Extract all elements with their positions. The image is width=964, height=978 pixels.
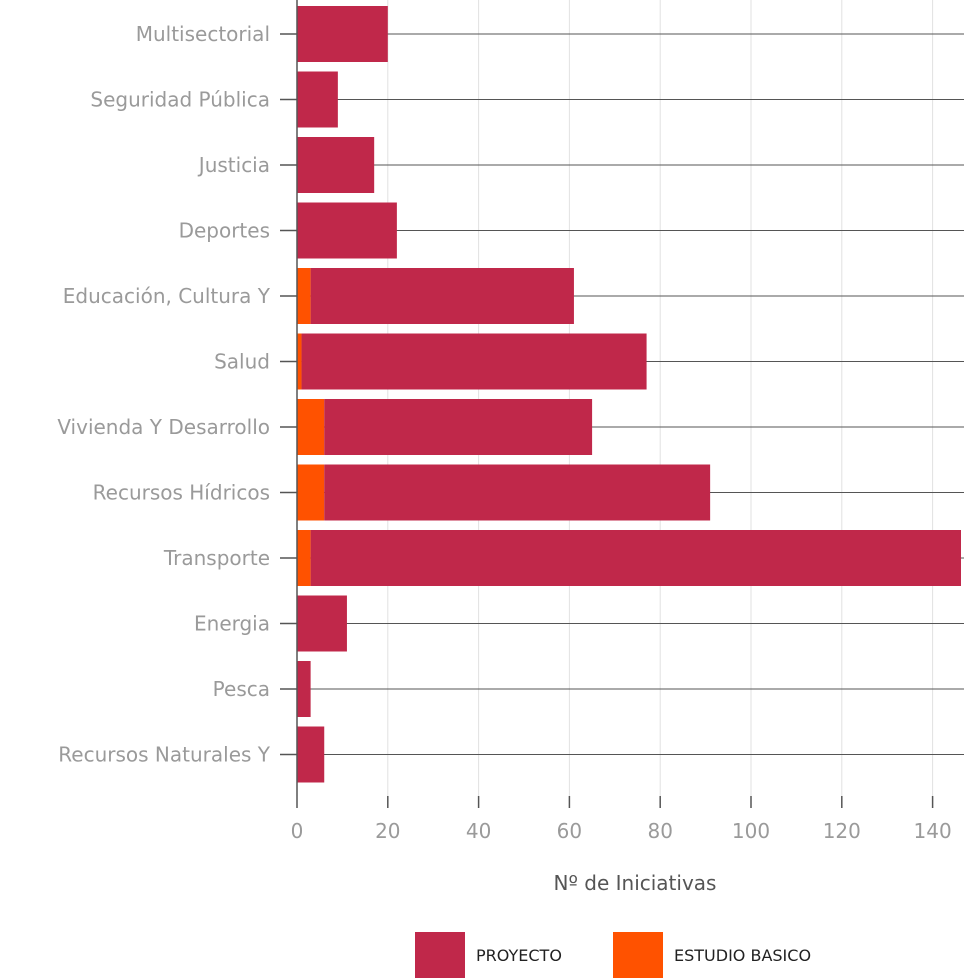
x-tick-label: 120 — [823, 819, 861, 843]
bar-proyecto — [297, 71, 338, 128]
bar-proyecto — [297, 137, 375, 193]
x-tick-label: 100 — [732, 819, 770, 843]
bar-proyecto — [297, 202, 397, 259]
y-tick-label: Deportes — [179, 219, 270, 243]
legend: PROYECTO ESTUDIO BASICO — [415, 932, 811, 978]
bar-estudio-basico — [297, 268, 311, 324]
y-tick-label: Pesca — [213, 677, 270, 701]
bar-proyecto — [310, 530, 961, 586]
bar-proyecto — [297, 595, 347, 652]
y-tick-label: Recursos Naturales Y — [58, 743, 270, 767]
bar-proyecto — [310, 268, 574, 324]
x-axis: 0 20 40 60 80 100 120 140 — [291, 796, 952, 843]
bar-proyecto — [297, 726, 325, 783]
bar-proyecto — [324, 464, 711, 521]
y-tick-label: Salud — [214, 350, 270, 374]
legend-swatch — [415, 932, 465, 978]
y-tick-label: Vivienda Y Desarrollo — [57, 415, 270, 439]
bar-proyecto — [297, 6, 388, 62]
x-tick-label: 40 — [466, 819, 491, 843]
legend-swatch — [613, 932, 663, 978]
legend-label: ESTUDIO BASICO — [674, 946, 811, 965]
bar-estudio-basico — [297, 399, 325, 455]
x-tick-label: 80 — [647, 819, 672, 843]
bar-estudio-basico — [297, 464, 325, 521]
vertical-gridlines — [387, 0, 934, 796]
y-tick-label: Recursos Hídricos — [93, 481, 270, 505]
y-tick-label: Multisectorial — [136, 22, 270, 46]
legend-label: PROYECTO — [476, 946, 562, 965]
x-tick-label: 0 — [291, 819, 304, 843]
bar-estudio-basico — [297, 530, 311, 586]
bar-estudio-basico — [297, 333, 302, 390]
category-guide-lines — [297, 33, 964, 755]
bar-proyecto — [324, 399, 593, 455]
y-tick-label: Transporte — [163, 546, 270, 570]
y-tick-label: Justicia — [197, 153, 270, 177]
bar-proyecto — [301, 333, 647, 390]
y-axis: Multisectorial Seguridad Pública Justicia D… — [57, 0, 298, 796]
bars — [297, 6, 961, 783]
x-axis-title: Nº de Iniciativas — [554, 871, 717, 895]
y-tick-label: Educación, Cultura Y — [63, 284, 271, 308]
y-tick-label: Energia — [194, 612, 270, 636]
x-tick-label: 140 — [914, 819, 952, 843]
y-tick-label: Seguridad Pública — [90, 88, 270, 112]
x-tick-label: 20 — [375, 819, 400, 843]
bar-proyecto — [297, 661, 311, 717]
x-tick-label: 60 — [557, 819, 582, 843]
